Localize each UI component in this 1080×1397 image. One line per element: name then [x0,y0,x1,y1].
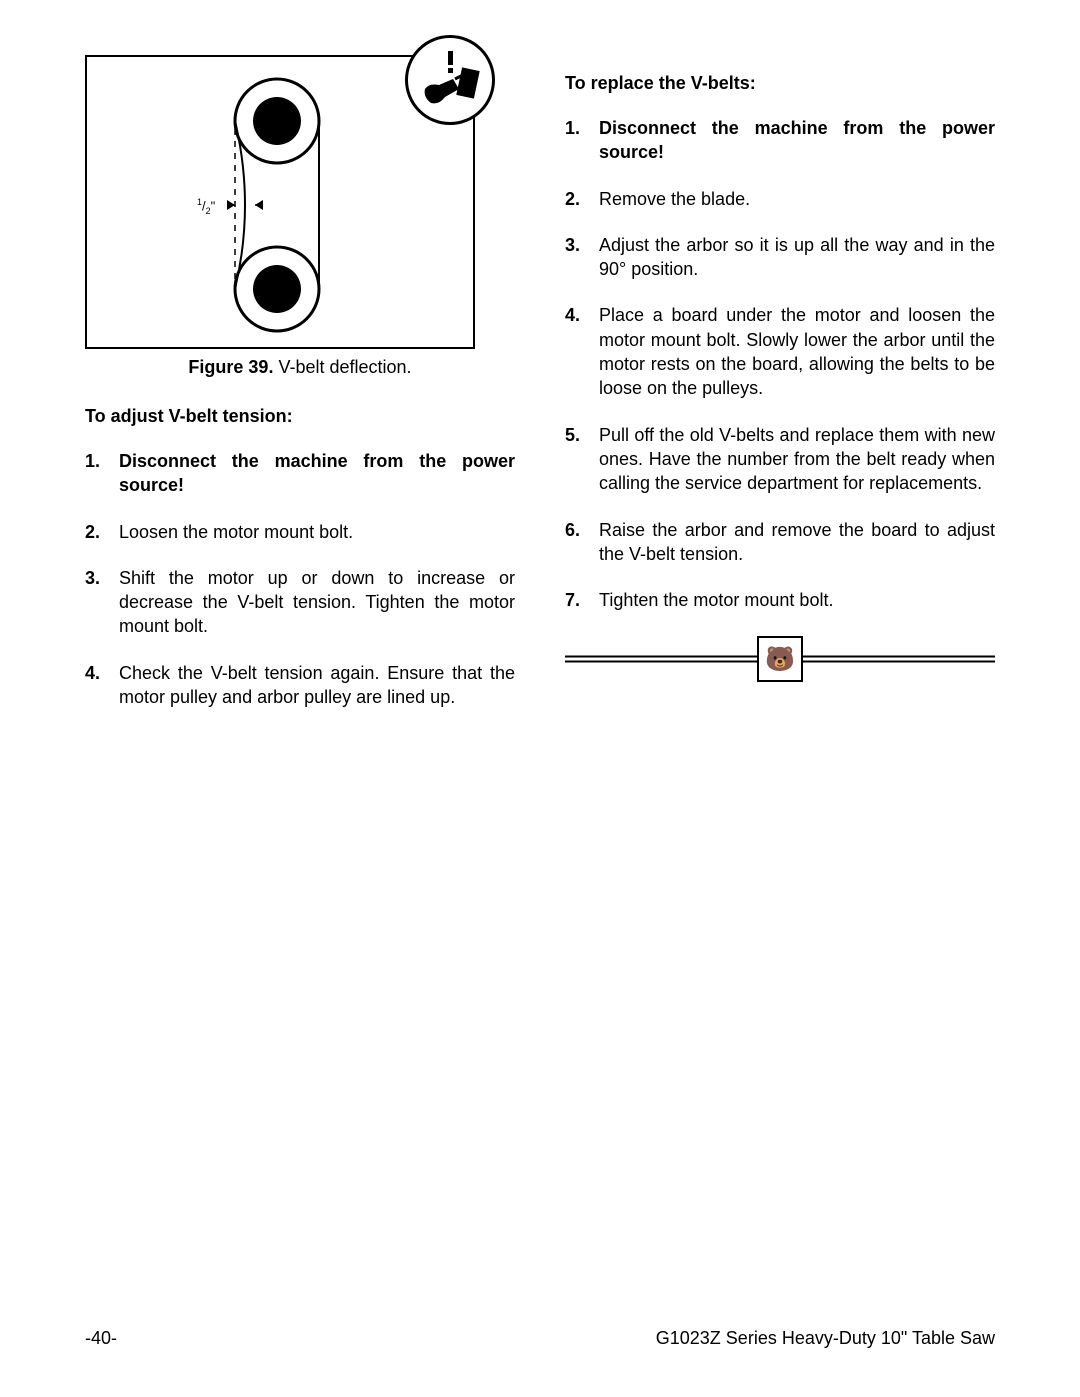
adjust-tension-steps: Disconnect the machine from the power so… [85,449,515,709]
adjust-tension-heading: To adjust V-belt tension: [85,406,515,427]
step-item: Shift the motor up or down to increase o… [85,566,515,639]
step-item: Place a board under the motor and loosen… [565,303,995,400]
left-column: 1/2" [85,55,515,731]
plug-icon [415,45,485,115]
step-item: Loosen the motor mount bolt. [85,520,515,544]
figure-label: Figure 39. [188,357,273,377]
figure-caption-text: V-belt deflection. [278,357,411,377]
replace-vbelts-heading: To replace the V-belts: [565,73,995,94]
manual-page: 1/2" [0,0,1080,1397]
step-item: Pull off the old V-belts and replace the… [565,423,995,496]
step-item: Disconnect the machine from the power so… [85,449,515,498]
step-item: Disconnect the machine from the power so… [565,116,995,165]
deflection-dimension-label: 1/2" [197,197,215,216]
page-number: -40- [85,1328,117,1349]
right-column: To replace the V-belts: Disconnect the m… [565,55,995,731]
step-item: Raise the arbor and remove the board to … [565,518,995,567]
two-column-layout: 1/2" [85,55,995,731]
section-end-divider: 🐻 [565,634,995,684]
figure-caption: Figure 39. V-belt deflection. [85,357,515,378]
step-item: Check the V-belt tension again. Ensure t… [85,661,515,710]
page-footer: -40- G1023Z Series Heavy-Duty 10" Table … [85,1328,995,1349]
step-item: Remove the blade. [565,187,995,211]
document-title: G1023Z Series Heavy-Duty 10" Table Saw [656,1328,995,1349]
replace-vbelts-steps: Disconnect the machine from the power so… [565,116,995,612]
unplug-warning-icon [405,35,495,125]
step-item: Adjust the arbor so it is up all the way… [565,233,995,282]
step-item: Tighten the motor mount bolt. [565,588,995,612]
bear-emblem-icon: 🐻 [757,636,803,682]
figure-vbelt-deflection: 1/2" [85,55,475,349]
